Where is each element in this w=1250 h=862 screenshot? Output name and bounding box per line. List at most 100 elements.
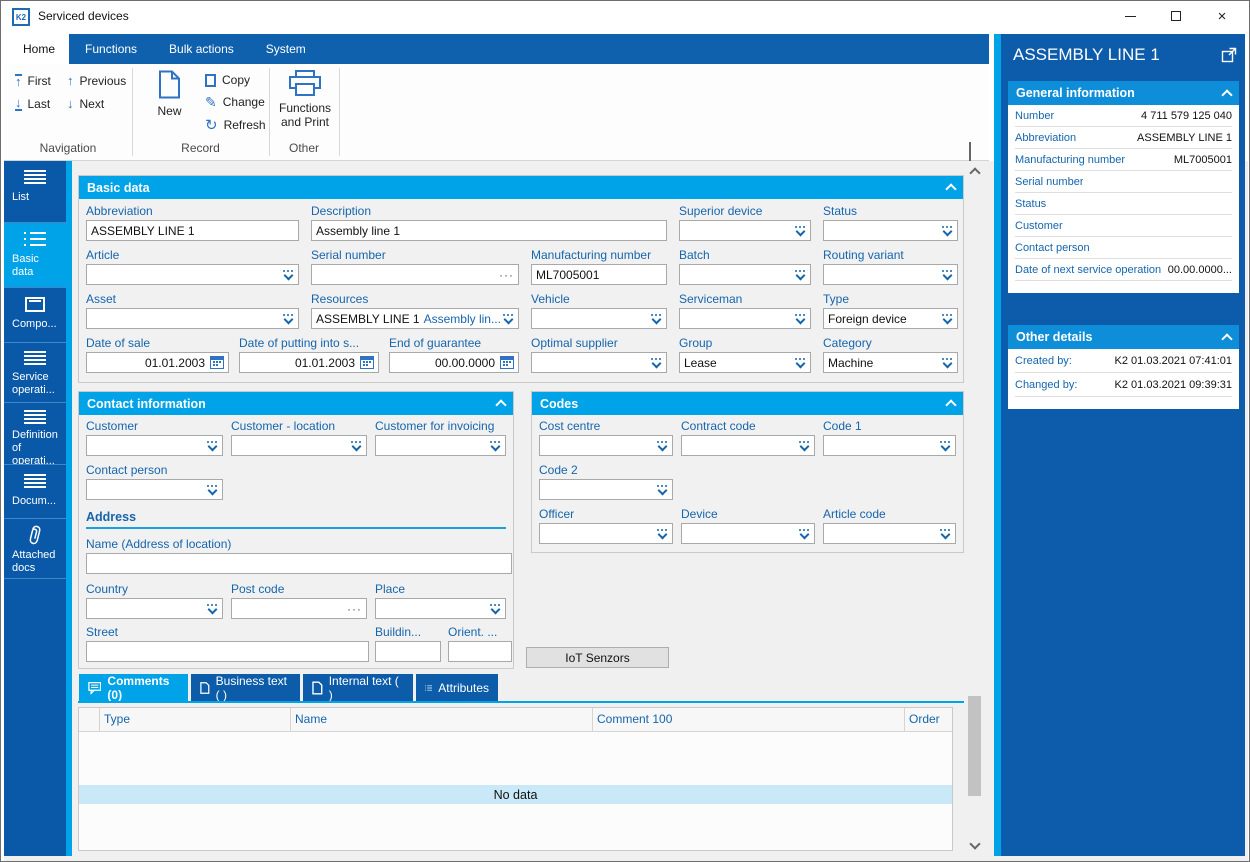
close-button[interactable]: × bbox=[1199, 1, 1245, 31]
dropdown-icon[interactable] bbox=[941, 314, 953, 323]
dropdown-icon[interactable] bbox=[798, 529, 810, 538]
collapse-section-icon[interactable] bbox=[945, 399, 957, 411]
article-input[interactable] bbox=[86, 264, 299, 285]
first-button[interactable]: ↑ First bbox=[15, 72, 51, 90]
dropdown-icon[interactable] bbox=[794, 358, 806, 367]
code-1-input[interactable] bbox=[823, 435, 956, 456]
open-in-window-button[interactable] bbox=[1221, 47, 1237, 68]
tab-attributes[interactable]: Attributes bbox=[416, 674, 498, 701]
ellipsis-icon[interactable]: ··· bbox=[499, 267, 514, 282]
serviceman-input[interactable] bbox=[679, 308, 811, 329]
dropdown-icon[interactable] bbox=[489, 604, 501, 613]
dropdown-icon[interactable] bbox=[489, 441, 501, 450]
column-header-order[interactable]: Order bbox=[909, 712, 940, 726]
calendar-icon[interactable] bbox=[210, 356, 224, 369]
ellipsis-icon[interactable]: ··· bbox=[347, 601, 362, 616]
dropdown-icon[interactable] bbox=[282, 270, 294, 279]
tab-home[interactable]: Home bbox=[9, 34, 70, 64]
iot-sensors-button[interactable]: IoT Senzors bbox=[526, 647, 669, 668]
date-of-sale-input[interactable]: 01.01.2003 bbox=[86, 352, 229, 373]
dropdown-icon[interactable] bbox=[350, 441, 362, 450]
dropdown-icon[interactable] bbox=[206, 485, 218, 494]
collapse-section-icon[interactable] bbox=[495, 399, 507, 411]
new-button[interactable]: New bbox=[147, 70, 192, 118]
minimize-button[interactable] bbox=[1107, 1, 1153, 31]
orientation-number-input[interactable] bbox=[448, 641, 512, 662]
scroll-down-arrow-icon[interactable] bbox=[969, 838, 981, 850]
dropdown-icon[interactable] bbox=[941, 226, 953, 235]
codes-header[interactable]: Codes bbox=[532, 392, 963, 415]
code-2-input[interactable] bbox=[539, 479, 673, 500]
dropdown-icon[interactable] bbox=[502, 314, 514, 323]
routing-variant-input[interactable] bbox=[823, 264, 958, 285]
manufacturing-number-input[interactable]: ML7005001 bbox=[531, 264, 667, 285]
article-code-input[interactable] bbox=[823, 523, 956, 544]
dropdown-icon[interactable] bbox=[941, 270, 953, 279]
sidebar-item-service-operations[interactable]: Service operati... bbox=[4, 343, 66, 403]
sidebar-item-definition-of-operations[interactable]: Definition of operati... bbox=[4, 403, 66, 465]
dropdown-icon[interactable] bbox=[650, 314, 662, 323]
dropdown-icon[interactable] bbox=[656, 441, 668, 450]
column-header-comment[interactable]: Comment 100 bbox=[597, 712, 673, 726]
main-scrollbar[interactable] bbox=[966, 164, 983, 853]
general-information-header[interactable]: General information bbox=[1008, 81, 1239, 105]
customer-location-input[interactable] bbox=[231, 435, 367, 456]
dropdown-icon[interactable] bbox=[941, 358, 953, 367]
date-of-putting-input[interactable]: 01.01.2003 bbox=[239, 352, 379, 373]
tab-functions[interactable]: Functions bbox=[85, 42, 138, 56]
customer-input[interactable] bbox=[86, 435, 223, 456]
type-input[interactable]: Foreign device bbox=[823, 308, 958, 329]
column-header-name[interactable]: Name bbox=[295, 712, 328, 726]
contact-person-input[interactable] bbox=[86, 479, 223, 500]
optimal-supplier-input[interactable] bbox=[531, 352, 667, 373]
status-input[interactable] bbox=[823, 220, 958, 241]
scrollbar-thumb[interactable] bbox=[968, 696, 981, 796]
contact-information-header[interactable]: Contact information bbox=[79, 392, 513, 415]
dropdown-icon[interactable] bbox=[656, 485, 668, 494]
customer-invoicing-input[interactable] bbox=[375, 435, 506, 456]
resources-input[interactable]: ASSEMBLY LINE 1 Assembly lin... bbox=[311, 308, 519, 329]
dropdown-icon[interactable] bbox=[282, 314, 294, 323]
country-input[interactable] bbox=[86, 598, 223, 619]
tab-comments[interactable]: Comments (0) bbox=[79, 674, 188, 702]
officer-input[interactable] bbox=[539, 523, 673, 544]
dropdown-icon[interactable] bbox=[206, 604, 218, 613]
place-input[interactable] bbox=[375, 598, 506, 619]
refresh-button[interactable]: ↻ Refresh bbox=[205, 116, 266, 134]
dropdown-icon[interactable] bbox=[939, 441, 951, 450]
vehicle-input[interactable] bbox=[531, 308, 667, 329]
group-input[interactable]: Lease bbox=[679, 352, 811, 373]
batch-input[interactable] bbox=[679, 264, 811, 285]
sidebar-item-documents[interactable]: Docum... bbox=[4, 465, 66, 519]
building-number-input[interactable] bbox=[375, 641, 441, 662]
functions-and-print-button[interactable]: Functions and Print bbox=[276, 70, 334, 129]
tab-bulk-actions[interactable]: Bulk actions bbox=[169, 42, 234, 56]
previous-button[interactable]: ↑ Previous bbox=[67, 72, 126, 90]
scroll-up-arrow-icon[interactable] bbox=[969, 167, 981, 179]
collapse-section-icon[interactable] bbox=[1221, 332, 1233, 345]
dropdown-icon[interactable] bbox=[939, 529, 951, 538]
tab-internal-text[interactable]: Internal text ( ) bbox=[303, 674, 413, 702]
sidebar-item-components[interactable]: Compo... bbox=[4, 288, 66, 343]
address-name-input[interactable] bbox=[86, 553, 512, 574]
next-button[interactable]: ↓ Next bbox=[67, 95, 104, 113]
maximize-button[interactable] bbox=[1153, 1, 1199, 31]
basic-data-header[interactable]: Basic data bbox=[79, 176, 963, 199]
collapse-section-icon[interactable] bbox=[945, 183, 957, 195]
change-button[interactable]: ✎ Change bbox=[205, 93, 265, 111]
dropdown-icon[interactable] bbox=[798, 441, 810, 450]
dropdown-icon[interactable] bbox=[794, 270, 806, 279]
sidebar-item-list[interactable]: List bbox=[4, 161, 66, 223]
dropdown-icon[interactable] bbox=[656, 529, 668, 538]
tab-business-text[interactable]: Business text ( ) bbox=[191, 674, 300, 702]
collapse-ribbon-button[interactable] bbox=[969, 142, 971, 162]
tab-system[interactable]: System bbox=[265, 42, 306, 56]
description-input[interactable]: Assembly line 1 bbox=[311, 220, 667, 241]
end-of-guarantee-input[interactable]: 00.00.0000 bbox=[389, 352, 519, 373]
calendar-icon[interactable] bbox=[500, 356, 514, 369]
calendar-icon[interactable] bbox=[360, 356, 374, 369]
sidebar-item-basic-data[interactable]: Basic data bbox=[4, 223, 66, 288]
asset-input[interactable] bbox=[86, 308, 299, 329]
dropdown-icon[interactable] bbox=[794, 314, 806, 323]
column-header-type[interactable]: Type bbox=[104, 712, 131, 726]
